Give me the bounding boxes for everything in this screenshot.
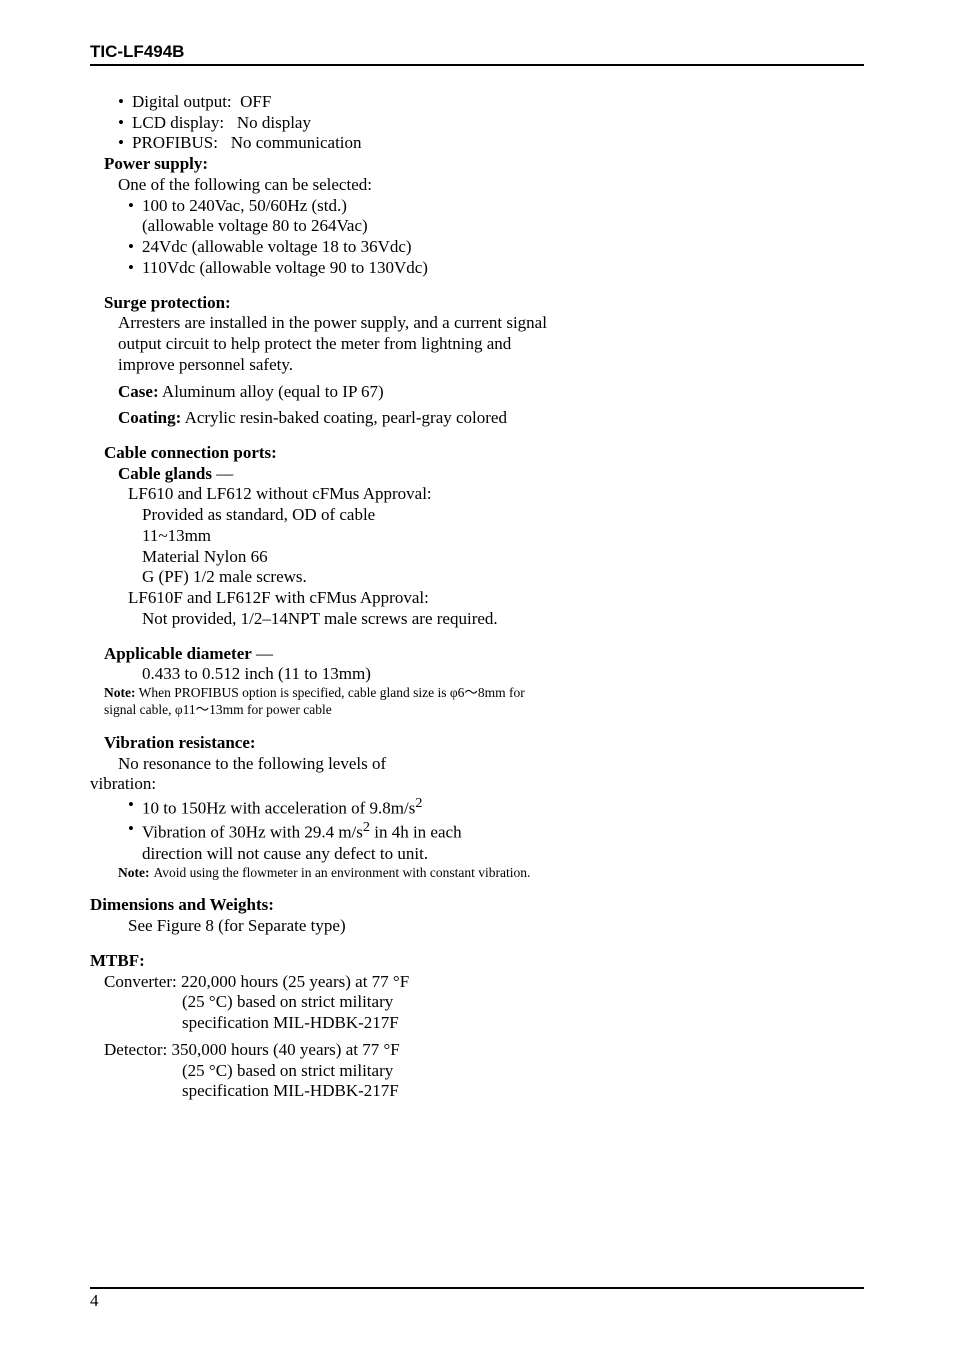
power-heading: Power supply:: [90, 154, 550, 175]
line: (25 °C) based on strict military: [104, 1061, 550, 1082]
heading: Applicable diameter: [104, 644, 252, 663]
value: No display: [237, 113, 311, 132]
list-item: • 24Vdc (allowable voltage 18 to 36Vdc): [90, 237, 550, 258]
output-row: • Digital output: OFF: [90, 92, 550, 113]
page: TIC-LF494B • Digital output: OFF • LCD d…: [0, 0, 954, 1351]
footer: 4: [90, 1287, 864, 1311]
dims-heading: Dimensions and Weights:: [90, 895, 550, 916]
mtbf-detector: Detector: 350,000 hours (40 years) at 77…: [90, 1040, 550, 1102]
note-body: Avoid using the flowmeter in an environm…: [153, 865, 530, 882]
line: direction will not cause any defect to u…: [142, 844, 428, 863]
cable-line: 11~13mm: [90, 526, 550, 547]
cable-line: Provided as standard, OD of cable: [90, 505, 550, 526]
value: No communication: [231, 133, 362, 152]
line: (allowable voltage 80 to 264Vac): [142, 216, 368, 235]
bullet-icon: •: [118, 133, 132, 154]
bullet-icon: •: [128, 258, 142, 279]
item-text: Vibration of 30Hz with 29.4 m/s2 in 4h i…: [142, 819, 550, 864]
label: Digital output:: [132, 92, 232, 111]
value: Acrylic resin-baked coating, pearl-gray …: [185, 408, 507, 427]
line: 10 to 150Hz with acceleration of 9.8m/s: [142, 799, 415, 818]
bullet-icon: •: [118, 92, 132, 113]
cable-with-title: LF610F and LF612F with cFMus Approval:: [90, 588, 550, 609]
cable-glands-row: Cable glands —: [90, 464, 550, 485]
line: Detector: 350,000 hours (40 years) at 77…: [104, 1040, 550, 1061]
list-item: • Vibration of 30Hz with 29.4 m/s2 in 4h…: [90, 819, 550, 864]
cable-line: G (PF) 1/2 male screws.: [90, 567, 550, 588]
page-number: 4: [90, 1291, 864, 1311]
superscript: 2: [363, 819, 370, 835]
mtbf-converter: Converter: 220,000 hours (25 years) at 7…: [90, 972, 550, 1034]
output-row: • LCD display: No display: [90, 113, 550, 134]
output-text: LCD display: No display: [132, 113, 550, 134]
output-text: Digital output: OFF: [132, 92, 550, 113]
bullet-icon: •: [118, 113, 132, 134]
line: Vibration of 30Hz with 29.4 m/s: [142, 823, 363, 842]
label: Case:: [118, 382, 159, 401]
output-row: • PROFIBUS: No communication: [90, 133, 550, 154]
value: Aluminum alloy (equal to IP 67): [162, 382, 384, 401]
power-intro: One of the following can be selected:: [90, 175, 550, 196]
line: in 4h in each: [370, 823, 462, 842]
cable-line: Not provided, 1/2–14NPT male screws are …: [90, 609, 550, 630]
superscript: 2: [415, 795, 422, 811]
header: TIC-LF494B: [90, 42, 864, 66]
bullet-icon: •: [128, 819, 142, 864]
item-text: 24Vdc (allowable voltage 18 to 36Vdc): [142, 237, 550, 258]
diameter-note: Note: When PROFIBUS option is specified,…: [90, 685, 550, 719]
page-title: TIC-LF494B: [90, 42, 864, 62]
line: 100 to 240Vac, 50/60Hz (std.): [142, 196, 347, 215]
list-item: • 110Vdc (allowable voltage 90 to 130Vdc…: [90, 258, 550, 279]
item-text: 100 to 240Vac, 50/60Hz (std.) (allowable…: [142, 196, 550, 237]
dims-body: See Figure 8 (for Separate type): [90, 916, 550, 937]
value: OFF: [240, 92, 271, 111]
dash: —: [256, 644, 273, 663]
note-body: When PROFIBUS option is specified, cable…: [104, 685, 525, 717]
surge-heading: Surge protection:: [90, 293, 550, 314]
diameter-value: 0.433 to 0.512 inch (11 to 13mm): [90, 664, 550, 685]
content-column: • Digital output: OFF • LCD display: No …: [90, 92, 550, 1102]
bullet-icon: •: [128, 196, 142, 237]
line: specification MIL-HDBK-217F: [104, 1081, 550, 1102]
vibration-heading: Vibration resistance:: [90, 733, 550, 754]
item-text: 10 to 150Hz with acceleration of 9.8m/s2: [142, 795, 550, 819]
coating-row: Coating: Acrylic resin-baked coating, pe…: [90, 408, 550, 429]
diameter-heading-row: Applicable diameter —: [90, 644, 550, 665]
bullet-icon: •: [128, 237, 142, 258]
footer-rule: [90, 1287, 864, 1289]
line: specification MIL-HDBK-217F: [104, 1013, 550, 1034]
note-label: Note:: [118, 865, 153, 882]
cable-without-title: LF610 and LF612 without cFMus Approval:: [90, 484, 550, 505]
item-text: 110Vdc (allowable voltage 90 to 130Vdc): [142, 258, 550, 279]
label: LCD display:: [132, 113, 224, 132]
line: (25 °C) based on strict military: [104, 992, 550, 1013]
cable-line: Material Nylon 66: [90, 547, 550, 568]
vibration-intro: No resonance to the following levels of: [90, 754, 550, 775]
label: Coating:: [118, 408, 181, 427]
surge-body: Arresters are installed in the power sup…: [90, 313, 550, 375]
header-rule: [90, 64, 864, 66]
line: Converter: 220,000 hours (25 years) at 7…: [104, 972, 550, 993]
vibration-intro2: vibration:: [90, 774, 550, 795]
case-row: Case: Aluminum alloy (equal to IP 67): [90, 382, 550, 403]
label: PROFIBUS:: [132, 133, 218, 152]
cable-heading: Cable connection ports:: [90, 443, 550, 464]
note-label: Note:: [104, 685, 135, 700]
bullet-icon: •: [128, 795, 142, 819]
label: Cable glands: [118, 464, 212, 483]
output-text: PROFIBUS: No communication: [132, 133, 550, 154]
list-item: • 100 to 240Vac, 50/60Hz (std.) (allowab…: [90, 196, 550, 237]
dash: —: [216, 464, 233, 483]
vibration-note: Note: Avoid using the flowmeter in an en…: [90, 865, 550, 882]
mtbf-heading: MTBF:: [90, 951, 550, 972]
list-item: • 10 to 150Hz with acceleration of 9.8m/…: [90, 795, 550, 819]
